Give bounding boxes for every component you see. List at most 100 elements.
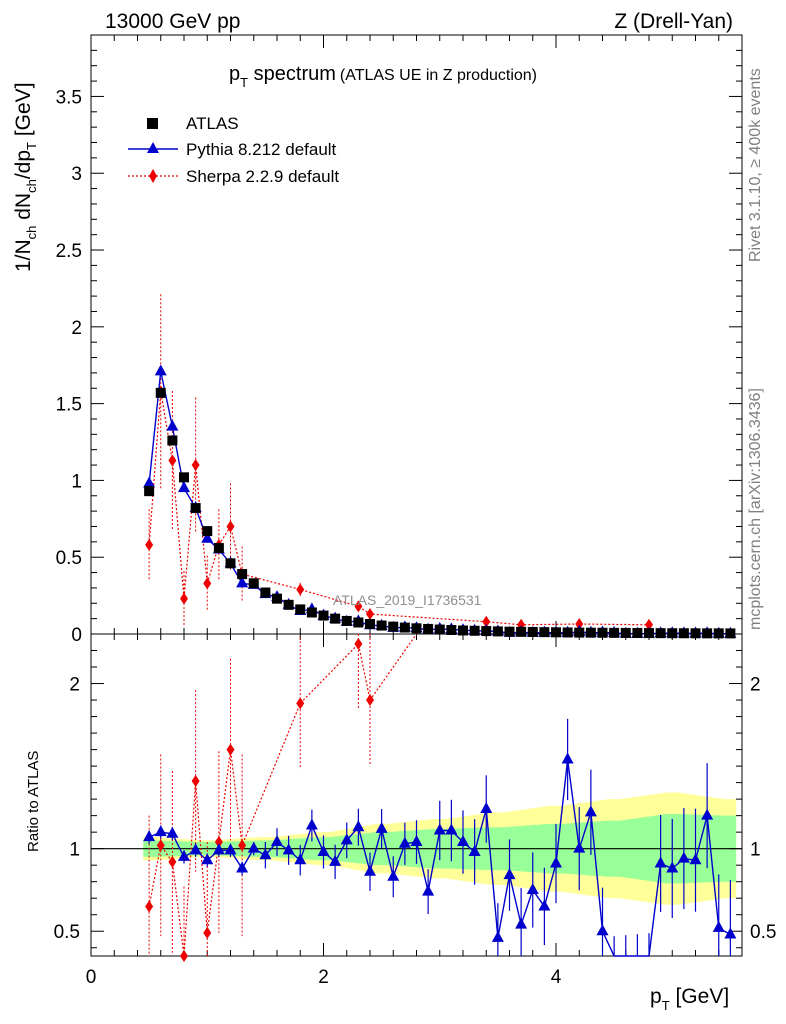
pythia-ratio-point	[352, 820, 365, 832]
atlas-point	[492, 626, 503, 637]
atlas-point	[190, 503, 201, 514]
atlas-point	[330, 613, 341, 624]
atlas-point	[388, 621, 399, 632]
legend-pythia-marker	[147, 142, 159, 153]
header-left-label: 13000 GeV pp	[105, 10, 240, 33]
atlas-point	[632, 628, 643, 639]
pythia-ratio-point	[701, 808, 714, 820]
atlas-point	[597, 627, 608, 638]
pythia-ratio-point	[526, 882, 539, 894]
pythia-ratio-point	[259, 848, 272, 860]
x-tick-label: 2	[318, 967, 329, 988]
atlas-point	[202, 526, 213, 537]
sherpa-ratio-point	[191, 774, 200, 787]
atlas-point	[562, 627, 573, 638]
sherpa-ratio-point	[145, 900, 154, 913]
ratio-y-tick-label: 1	[69, 840, 80, 861]
pythia-ratio-point	[724, 927, 737, 939]
pythia-ratio-point	[340, 833, 353, 845]
atlas-point	[516, 626, 527, 637]
sherpa-point	[180, 592, 188, 605]
atlas-point	[318, 610, 329, 621]
atlas-point	[260, 587, 271, 598]
ratio-plot-frame	[90, 633, 743, 957]
pythia-ratio-point	[573, 841, 586, 853]
atlas-point	[225, 558, 236, 569]
atlas-point	[237, 569, 248, 580]
pythia-ratio-point	[433, 823, 446, 835]
sherpa-ratio-point	[366, 694, 374, 707]
atlas-point	[341, 615, 352, 626]
y-tick-label: 1.5	[56, 395, 82, 416]
pythia-ratio-point	[282, 843, 295, 855]
pythia-ratio-point	[712, 920, 725, 932]
pythia-ratio-point	[422, 884, 435, 896]
atlas-point	[725, 628, 736, 639]
y-axis-label: 1/Nch dNch/dpT [GeV]	[12, 82, 39, 272]
atlas-point	[411, 623, 422, 634]
rivet-label: Rivet 3.1.10, ≥ 400k events	[747, 68, 764, 262]
legend-atlas-label: ATLAS	[186, 114, 239, 133]
sherpa-point	[296, 583, 305, 596]
y-tick-label: 0.5	[56, 548, 82, 569]
pythia-ratio-point	[154, 825, 167, 837]
pythia-ratio-point	[654, 856, 667, 868]
ratio-y-tick-label: 0.5	[54, 922, 80, 943]
y-tick-label: 2.5	[56, 241, 82, 262]
pythia-ratio-point	[364, 864, 376, 876]
pythia-ratio-point	[398, 836, 411, 848]
atlas-point	[481, 626, 492, 637]
sherpa-point	[226, 520, 235, 533]
pythia-ratio-point	[584, 805, 597, 817]
atlas-point	[702, 628, 713, 639]
pythia-ratio-point	[550, 856, 562, 868]
pythia-ratio-point	[445, 823, 458, 835]
atlas-point	[678, 628, 689, 639]
pythia-ratio-point	[212, 843, 225, 855]
pythia-ratio-point	[410, 835, 423, 847]
atlas-point	[399, 622, 410, 633]
pythia-ratio-point	[515, 917, 528, 929]
atlas-point	[144, 486, 155, 497]
atlas-point	[434, 624, 445, 635]
legend-pythia-label: Pythia 8.212 default	[186, 140, 337, 159]
atlas-point	[713, 628, 724, 639]
sherpa-point	[354, 600, 363, 613]
atlas-point	[458, 625, 468, 636]
atlas-point	[446, 625, 457, 636]
sherpa-point	[203, 577, 212, 590]
sherpa-point	[482, 615, 491, 628]
legend-atlas-marker	[147, 118, 158, 129]
pythia-ratio-point	[294, 853, 307, 865]
ratio-y-tick-label-right: 1	[750, 840, 761, 861]
atlas-point	[306, 607, 317, 618]
atlas-point	[469, 625, 480, 636]
atlas-point	[167, 435, 178, 446]
sherpa-ratio-point	[238, 839, 247, 852]
pythia-ratio-point	[491, 930, 504, 942]
pythia-ratio-point	[375, 821, 388, 833]
atlas-point	[551, 627, 561, 638]
ratio-y-axis-label: Ratio to ATLAS	[25, 751, 42, 852]
atlas-point	[527, 627, 538, 638]
atlas-point	[423, 623, 434, 634]
atlas-point	[504, 626, 515, 637]
pythia-ratio-point	[677, 851, 690, 863]
atlas-point	[155, 387, 166, 398]
y-tick-label: 3	[71, 164, 82, 185]
y-tick-label: 1	[71, 471, 82, 492]
legend: ATLAS Pythia 8.212 default Sherpa 2.2.9 …	[128, 114, 339, 186]
ratio-y-tick-label-right: 2	[750, 675, 761, 696]
sherpa-ratio-point	[296, 697, 305, 710]
sherpa-point	[575, 618, 584, 631]
sherpa-point	[145, 538, 154, 551]
legend-sherpa-label: Sherpa 2.2.9 default	[186, 167, 339, 186]
pythia-ratio-point	[247, 841, 260, 853]
sherpa-point	[168, 454, 177, 467]
atlas-point	[574, 627, 585, 638]
pythia-ratio-point	[468, 844, 481, 856]
y-tick-label: 3.5	[56, 87, 82, 108]
pythia-ratio-point	[166, 826, 179, 838]
sherpa-ratio-point	[354, 637, 363, 650]
